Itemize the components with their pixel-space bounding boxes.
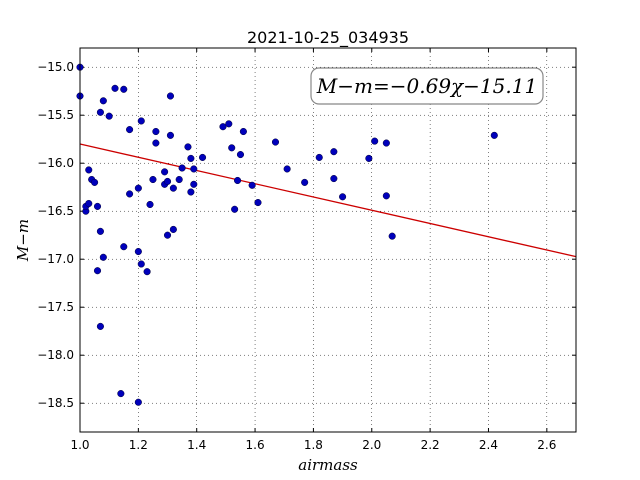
data-point <box>149 175 157 184</box>
data-point <box>120 85 128 93</box>
data-point <box>117 390 125 398</box>
plot-frame <box>79 47 577 433</box>
data-point <box>388 232 396 240</box>
data-point <box>134 184 142 192</box>
y-tick-label: −18.5 <box>37 396 74 410</box>
data-point <box>105 112 113 120</box>
data-point <box>137 260 145 268</box>
data-point <box>301 178 309 186</box>
x-tick-label: 2.0 <box>362 438 381 452</box>
data-point <box>190 180 198 188</box>
data-point <box>382 139 390 147</box>
data-point <box>85 199 93 208</box>
data-point <box>96 108 104 116</box>
x-tick-label: 2.2 <box>421 438 440 452</box>
data-point <box>134 247 142 256</box>
y-tick-label: −16.5 <box>37 204 74 218</box>
data-point <box>225 120 233 128</box>
data-point <box>315 153 323 161</box>
y-tick-label: −17.5 <box>37 300 74 314</box>
data-point <box>166 131 174 139</box>
data-point <box>248 181 256 189</box>
x-tick-label: 1.2 <box>129 438 148 452</box>
data-point <box>137 117 145 125</box>
data-point <box>382 192 390 200</box>
x-tick-label: 1.4 <box>187 438 206 452</box>
data-point <box>330 148 338 156</box>
x-tick-label: 1.0 <box>70 438 89 452</box>
data-point <box>187 154 195 162</box>
data-point <box>283 165 291 173</box>
data-point <box>271 138 280 146</box>
data-point <box>187 188 195 196</box>
x-tick-label: 2.4 <box>479 438 498 452</box>
x-tick-label: 1.8 <box>304 438 323 452</box>
data-point <box>93 267 102 275</box>
data-point <box>126 190 134 198</box>
data-point <box>175 175 183 184</box>
y-axis-label: M−m <box>14 219 32 262</box>
data-point <box>120 243 128 251</box>
data-point <box>163 231 172 239</box>
fit-line <box>79 143 577 258</box>
y-tick-label: −18.0 <box>37 348 74 362</box>
data-point <box>254 199 262 207</box>
data-point <box>93 202 102 210</box>
data-point <box>91 178 99 186</box>
y-tick-label: −15.0 <box>37 60 74 74</box>
data-point <box>143 268 151 276</box>
data-point <box>169 225 177 233</box>
data-point <box>152 127 160 136</box>
fit-annotation: M−m=−0.69χ−15.11 <box>310 67 544 105</box>
data-point <box>152 139 160 147</box>
x-tick-label: 1.6 <box>246 438 265 452</box>
data-point <box>85 166 93 174</box>
axis-ticks: 1.0 1.2 1.4 1.6 1.8 2.0 2.2 2.4 2.6 −15.0 −15.5 −16… <box>37 48 576 452</box>
data-point <box>339 193 347 201</box>
y-tick-label: −16.0 <box>37 156 74 170</box>
data-point <box>490 131 498 139</box>
data-point <box>219 123 227 131</box>
data-point <box>161 168 169 176</box>
data-point <box>99 253 107 261</box>
data-point <box>190 165 198 173</box>
data-point <box>96 227 104 235</box>
data-point <box>178 164 186 172</box>
data-point <box>146 200 154 209</box>
data-point <box>198 153 207 161</box>
data-points <box>76 63 498 406</box>
x-axis-label: airmass <box>298 456 358 474</box>
data-point <box>330 175 338 183</box>
data-point <box>234 176 242 185</box>
annotation-box <box>310 67 544 105</box>
data-point <box>99 97 107 105</box>
data-point <box>236 151 245 159</box>
data-point <box>169 184 177 192</box>
data-point <box>126 126 134 134</box>
y-tick-label: −17.0 <box>37 252 74 266</box>
data-point <box>96 322 104 330</box>
data-point <box>166 92 174 100</box>
data-point <box>365 154 373 162</box>
data-point <box>184 143 192 151</box>
data-point <box>371 137 379 145</box>
data-point <box>134 398 142 406</box>
data-point <box>111 84 119 92</box>
data-point <box>239 127 247 136</box>
fit-line-group <box>79 143 577 258</box>
data-point <box>231 205 239 213</box>
data-point <box>163 177 172 185</box>
data-point <box>228 144 236 152</box>
x-tick-label: 2.6 <box>537 438 556 452</box>
y-tick-label: −15.5 <box>37 108 74 122</box>
annotation-text: M−m=−0.69χ−15.11 <box>316 74 537 98</box>
grid-lines <box>79 48 576 432</box>
chart-title: 2021-10-25_034935 <box>247 28 409 48</box>
